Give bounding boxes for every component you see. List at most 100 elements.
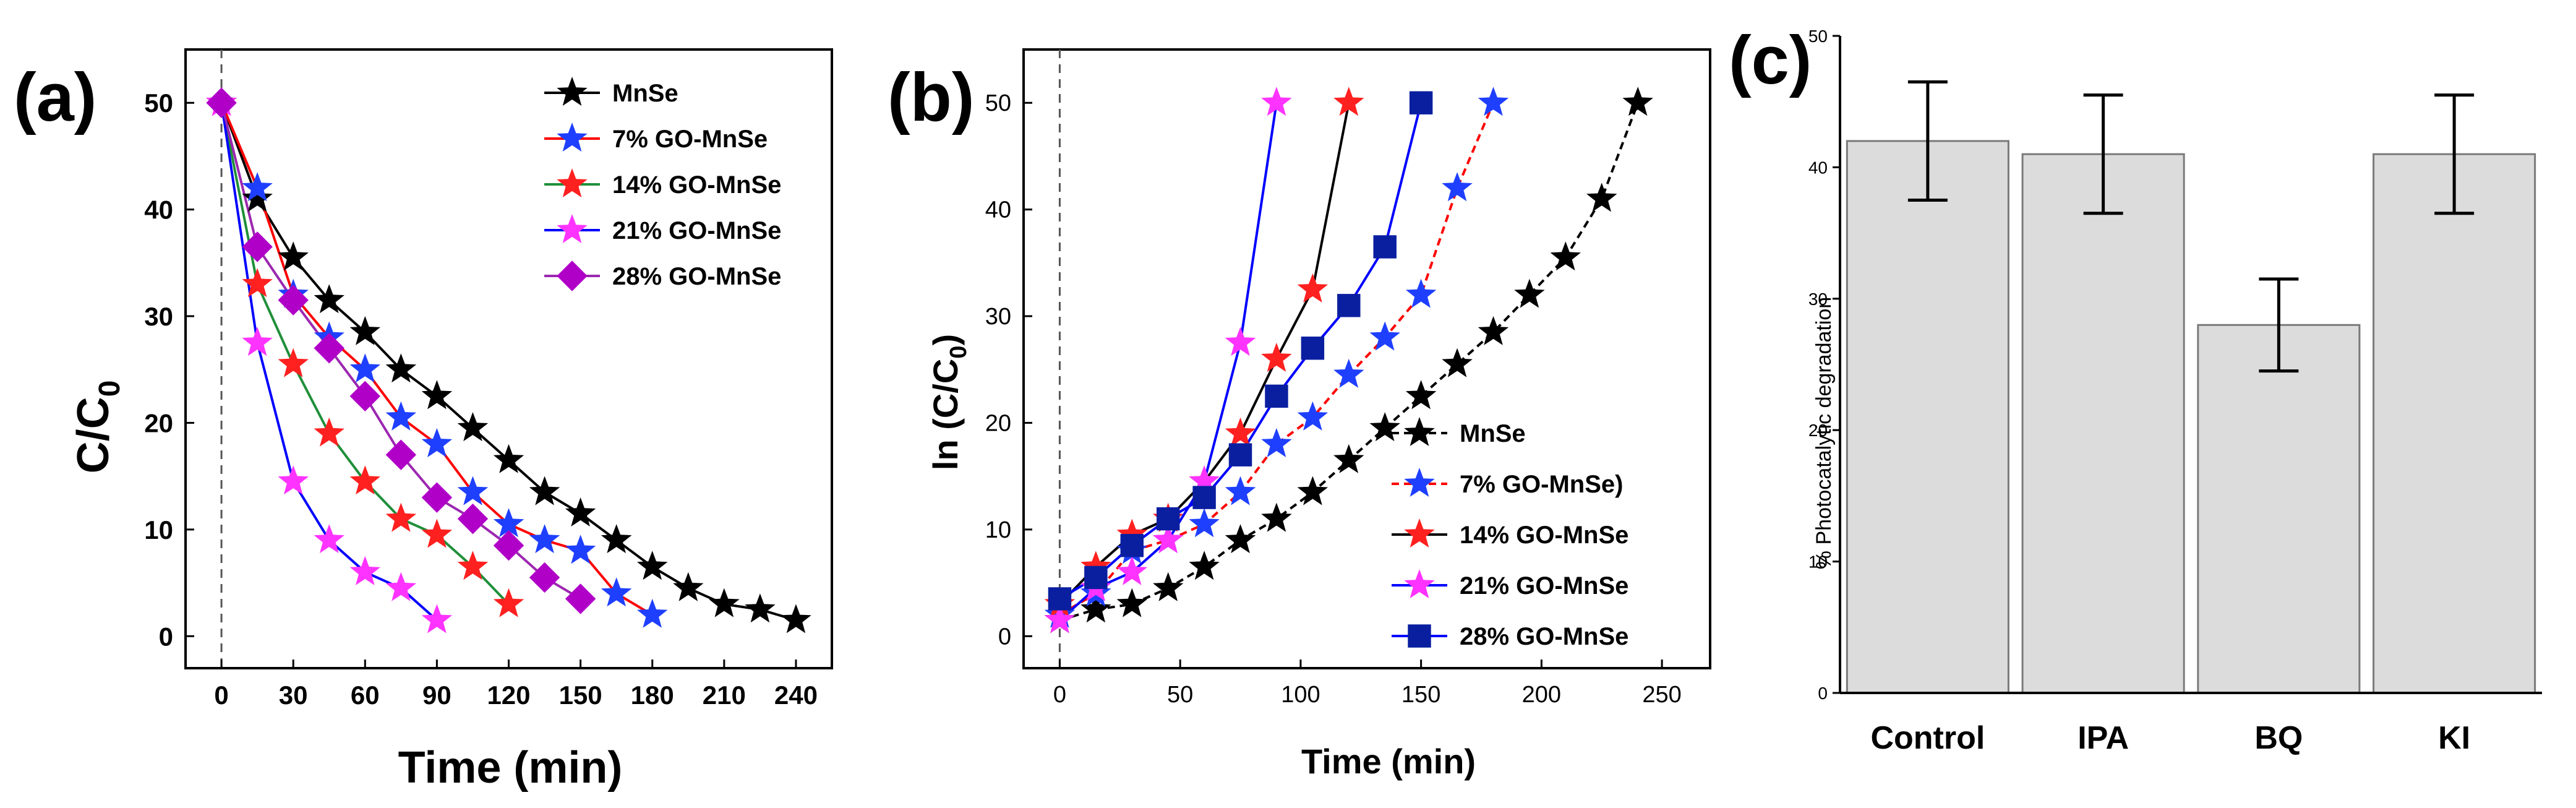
panel-b-point — [1297, 273, 1329, 303]
panel-b-legend-label: 28% GO-MnSe — [1460, 623, 1628, 650]
panel-a-point — [781, 604, 811, 634]
panel-b-xtick-label: 200 — [1522, 682, 1561, 708]
panel-b-point — [1478, 316, 1509, 345]
panel-a-legend-label: 21% GO-MnSe — [612, 217, 781, 244]
panel-b-legend-label: 7% GO-MnSe) — [1460, 471, 1623, 498]
panel-a-legend-label: 28% GO-MnSe — [612, 263, 781, 290]
panel-a-point — [565, 497, 596, 526]
panel-a-xtick-label: 120 — [487, 681, 530, 710]
panel-a-point — [385, 401, 417, 431]
panel-b-legend-marker — [1404, 468, 1435, 497]
panel-b-point — [1478, 87, 1509, 116]
panel-a-point — [637, 551, 668, 580]
panel-a-point — [601, 577, 632, 607]
panel-b-point — [1333, 87, 1364, 116]
panel-a-point — [529, 476, 560, 505]
panel-b-xtick-label: 50 — [1167, 682, 1193, 708]
panel-a-point — [206, 87, 237, 118]
panel-c-ytick-label: 10 — [1808, 552, 1828, 572]
panel-a-point — [385, 353, 417, 383]
panel-a-point — [349, 316, 380, 345]
panel-a-point — [637, 598, 668, 628]
svg-text:% Photocatalytic degradation: % Photocatalytic degradation — [1812, 297, 1836, 569]
panel-b-ylabel: ln (C/C0) — [926, 334, 972, 470]
panel-a-point — [457, 476, 489, 505]
panel-c-label: (c) — [1729, 22, 1812, 98]
panel-a-ytick-label: 40 — [144, 196, 173, 225]
panel-a-xtick-label: 150 — [559, 681, 602, 710]
panel-a-xtick-label: 60 — [351, 681, 380, 710]
panel-b-legend-marker — [1404, 417, 1435, 446]
panel-b-point — [1514, 278, 1545, 308]
panel-a-point — [565, 583, 596, 614]
panel-b-plot: 0 50 100 150 200 250 0 10 20 30 40 50 MnSe 7% GO-MnSe… — [985, 48, 1711, 708]
panel-a-ytick-label: 10 — [144, 515, 173, 544]
panel-a-point — [601, 524, 632, 554]
panel-b-point — [1373, 235, 1397, 259]
panel-b-point — [1405, 278, 1437, 308]
panel-a-legend-marker — [557, 122, 588, 152]
panel-b-xtick-label: 150 — [1401, 682, 1440, 708]
panel-b-point — [1337, 294, 1361, 317]
panel-b-point — [1261, 428, 1292, 457]
panel-c-plot: Control IPA BQ KI 0 10 20 30 40 50 — [1808, 27, 2542, 756]
panel-a-point — [314, 284, 344, 314]
panel-b-point — [1265, 384, 1288, 408]
panel-a-point — [385, 502, 417, 532]
panel-b-ytick-label: 50 — [985, 90, 1011, 116]
panel-a-ytick-label: 30 — [144, 302, 173, 331]
panel-a-point — [565, 535, 596, 564]
panel-b-point — [1225, 327, 1256, 356]
panel-b-point — [1442, 348, 1473, 377]
panel-b-point — [1116, 518, 1147, 548]
panel-a-point — [242, 231, 273, 262]
panel-b-point — [1225, 417, 1256, 447]
panel-a-xtick-label: 30 — [279, 681, 308, 710]
panel-a-ytick-label: 20 — [144, 408, 173, 437]
panel-c-category-label: Control — [1870, 720, 1985, 756]
panel-a-point — [278, 465, 309, 495]
panel-b-point — [1225, 524, 1256, 554]
panel-a-legend-label: MnSe — [612, 80, 678, 107]
panel-b-point — [1044, 604, 1076, 634]
panel-b-ytick-label: 30 — [985, 304, 1011, 330]
panel-a-xlabel: Time (min) — [398, 743, 623, 793]
panel-c-bar — [1846, 140, 2009, 694]
panel-b-label: (b) — [888, 59, 974, 135]
panel-b-legend-label: 21% GO-MnSe — [1460, 572, 1628, 600]
panel-a-point — [278, 285, 309, 316]
panel-b-point — [1261, 87, 1292, 116]
panel-b-legend-marker — [1404, 518, 1435, 548]
panel-a-xtick-label: 240 — [774, 681, 818, 710]
panel-a-point — [745, 593, 776, 623]
panel-c-ytick-label: 50 — [1808, 27, 1828, 46]
panel-b-point — [1080, 593, 1111, 623]
panel-a-point — [493, 530, 524, 561]
panel-b-ytick-label: 40 — [985, 197, 1011, 223]
panel-c-bar — [2021, 153, 2185, 694]
panel-b-legend-label: 14% GO-MnSe — [1460, 522, 1628, 549]
panel-a-point — [385, 439, 417, 470]
panel-a-xtick-label: 90 — [422, 681, 451, 710]
panel-b-point — [1120, 534, 1144, 557]
panel-b-point — [1405, 380, 1437, 410]
panel-b-point — [1116, 588, 1147, 617]
panel-b-frame — [1022, 48, 1711, 669]
panel-a-point — [349, 353, 380, 383]
panel-a-point — [529, 524, 560, 554]
panel-a-point — [421, 604, 453, 634]
panel-a-xtick-label: 0 — [214, 681, 228, 710]
panel-b-point — [1228, 443, 1252, 466]
panel-b-legend-marker — [1408, 624, 1431, 648]
panel-b-point — [1189, 508, 1220, 538]
panel-b-point — [1153, 572, 1184, 601]
panel-a-point — [349, 465, 380, 495]
panel-a-point — [493, 444, 524, 473]
panel-b-ytick-label: 10 — [985, 517, 1011, 543]
panel-a-point — [421, 482, 453, 513]
panel-b-point — [1301, 337, 1325, 360]
panel-a-point — [493, 588, 524, 617]
panel-a-point — [709, 588, 740, 617]
panel-b-point — [1261, 343, 1292, 372]
panel-b-point — [1409, 91, 1433, 114]
